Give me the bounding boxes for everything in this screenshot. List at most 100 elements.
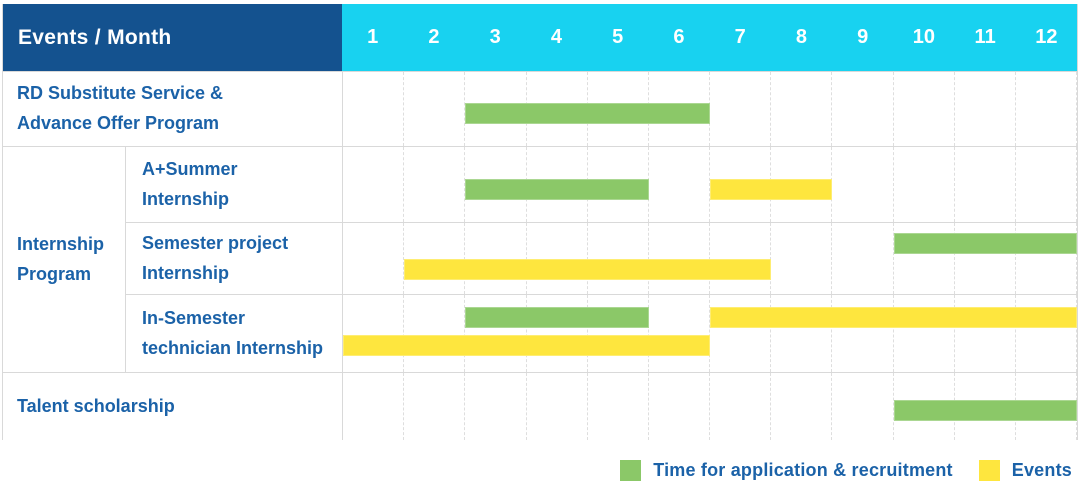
events-bar <box>404 259 772 281</box>
month-gridline-cell <box>404 223 466 294</box>
month-gridline-cell <box>1016 147 1078 222</box>
month-gridline-cell <box>771 373 833 440</box>
month-gridline-cell <box>343 373 405 440</box>
chart-row-talent-scholarship <box>342 372 1078 440</box>
month-gridline-cell <box>771 223 833 294</box>
month-gridline-cell <box>1016 295 1078 372</box>
month-gridline-cell <box>465 223 527 294</box>
month-gridline-cell <box>1016 223 1078 294</box>
month-header-row: 1 2 3 4 5 6 7 8 9 10 11 12 <box>342 4 1077 71</box>
events-bar <box>343 335 710 357</box>
row-label-semester-project: Semester project Internship <box>125 222 342 294</box>
label-line: technician Internship <box>142 337 324 358</box>
month-header-cell: 12 <box>1035 26 1058 48</box>
label-line: RD Substitute Service & <box>17 83 224 104</box>
chart-row-in-semester-technician <box>342 294 1078 372</box>
month-gridline-cell <box>710 223 772 294</box>
label-line: Semester project <box>142 232 289 253</box>
month-gridline-cell <box>832 223 894 294</box>
month-header-cell: 11 <box>974 26 996 48</box>
month-header-cell: 10 <box>912 26 935 48</box>
month-gridline-cell <box>710 72 772 146</box>
month-header-cell: 2 <box>428 26 440 48</box>
month-gridline-cell <box>588 223 649 294</box>
events-bar <box>710 306 1077 328</box>
group-label-internship-program: Internship Program <box>3 146 125 372</box>
month-gridline-cell <box>771 295 833 372</box>
month-gridline-cell <box>649 295 711 372</box>
legend-label-events: Events <box>1011 460 1072 480</box>
month-header-cell: 6 <box>673 26 685 48</box>
month-gridline-cell <box>832 373 894 440</box>
application-recruitment-bar <box>465 102 710 124</box>
row-label-in-semester-technician: In-Semester technician Internship <box>125 294 342 372</box>
month-gridline-cell <box>588 373 649 440</box>
label-line: In-Semester <box>142 307 246 328</box>
month-header-cell: 8 <box>795 26 807 48</box>
month-gridline-cell <box>343 147 405 222</box>
label-line: A+Summer <box>142 158 238 179</box>
legend-swatch-green <box>620 460 642 481</box>
label-line: Program <box>17 263 92 284</box>
row-label-talent-scholarship: Talent scholarship <box>3 372 342 440</box>
events-bar <box>710 178 833 200</box>
chart-row-rd-substitute <box>342 71 1078 146</box>
month-gridline-cell <box>649 147 711 222</box>
month-gridline-cell <box>894 147 955 222</box>
month-gridline-cell <box>955 147 1016 222</box>
month-gridline-cell <box>710 295 772 372</box>
label-line: Internship <box>142 188 230 209</box>
month-gridline-cell <box>955 72 1016 146</box>
month-gridline-cell <box>527 295 588 372</box>
application-recruitment-bar <box>465 306 649 328</box>
legend-label-application-recruitment: Time for application & recruitment <box>653 460 953 480</box>
month-gridline-cell <box>649 223 711 294</box>
month-header-cell: 3 <box>489 26 501 48</box>
month-gridline-cell <box>649 373 711 440</box>
month-gridline-cell <box>588 295 649 372</box>
month-gridline-cell <box>465 373 527 440</box>
month-gridline-cell <box>710 373 772 440</box>
label-line: Talent scholarship <box>17 395 175 416</box>
legend-swatch-yellow <box>978 460 1000 481</box>
month-gridline-cell <box>404 295 466 372</box>
application-recruitment-bar <box>465 178 649 200</box>
month-gridline-cell <box>404 373 466 440</box>
month-gridline-cell <box>955 223 1016 294</box>
legend-item-events: Events <box>978 460 1072 481</box>
month-header-cell: 9 <box>857 26 869 48</box>
month-header-cell: 5 <box>612 26 624 48</box>
chart-row-a-plus-summer <box>342 146 1078 222</box>
month-gridline-cell <box>894 223 955 294</box>
month-gridline-cell <box>1016 72 1078 146</box>
month-gridline-cell <box>465 295 527 372</box>
month-gridline-cell <box>894 72 955 146</box>
legend: Time for application & recruitment Event… <box>620 460 1072 481</box>
month-gridline-cell <box>771 72 833 146</box>
header-events-month-label: Events / Month <box>3 4 342 71</box>
month-gridline-cell <box>404 147 466 222</box>
row-label-rd-substitute: RD Substitute Service & Advance Offer Pro… <box>3 71 342 146</box>
month-gridline-cell <box>894 295 955 372</box>
month-gridline-cell <box>527 373 588 440</box>
row-label-a-plus-summer: A+Summer Internship <box>125 146 342 222</box>
month-header-cell: 1 <box>367 26 379 48</box>
month-gridline-cell <box>343 72 405 146</box>
label-line: Internship <box>142 262 230 283</box>
application-recruitment-bar <box>893 233 1077 255</box>
month-gridline-cell <box>832 147 894 222</box>
month-gridline-cell <box>955 295 1016 372</box>
label-line: Advance Offer Program <box>17 113 220 133</box>
month-header-cell: 7 <box>734 26 746 48</box>
month-gridline-cell <box>527 223 588 294</box>
month-header-cell: 4 <box>550 26 562 48</box>
month-gridline-cell <box>832 295 894 372</box>
application-recruitment-bar <box>893 400 1077 422</box>
month-gridline-cell <box>832 72 894 146</box>
month-gridline-cell <box>343 223 405 294</box>
events-month-table: Events / Month 1 2 3 4 5 6 7 8 9 10 11 12 RD Substi… <box>2 4 1078 440</box>
month-gridline-cell <box>343 295 405 372</box>
legend-item-application-recruitment: Time for application & recruitment <box>620 460 953 481</box>
label-line: Internship <box>17 233 105 254</box>
